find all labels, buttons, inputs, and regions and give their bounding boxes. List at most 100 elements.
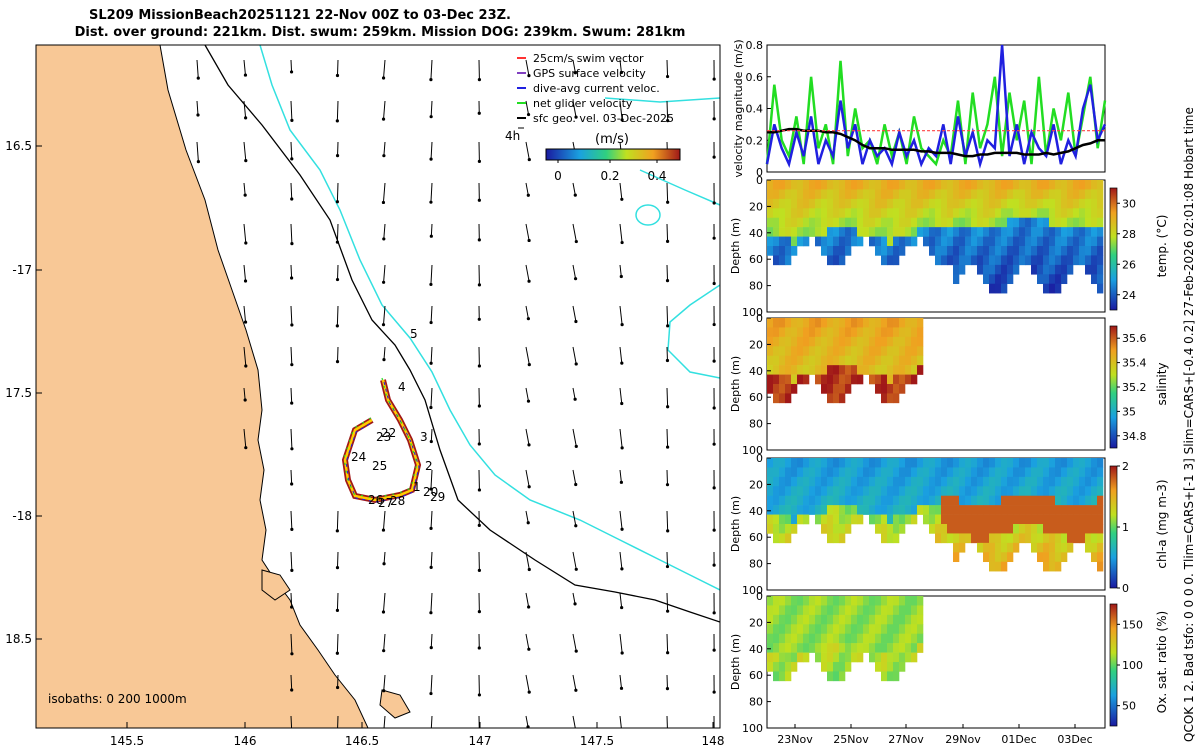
profile-cell <box>1073 476 1080 487</box>
profile-cell <box>815 605 822 616</box>
profile-cell <box>917 227 924 237</box>
profile-cell <box>785 514 792 525</box>
profile-cell <box>869 633 876 644</box>
profile-cell <box>803 374 810 385</box>
profile-cell <box>887 208 894 219</box>
profile-cell <box>809 596 816 606</box>
velocity-arrow-head <box>477 568 481 572</box>
map-y-tick-label: -18 <box>12 509 32 523</box>
velocity-arrow-head <box>527 363 531 367</box>
velocity-arrow-head <box>243 193 247 197</box>
profile-cell <box>947 189 954 200</box>
profile-cell <box>773 652 780 663</box>
profile-cell <box>887 662 894 672</box>
profile-cell <box>785 624 792 635</box>
profile-cell <box>875 208 882 219</box>
profile-cell <box>815 633 822 644</box>
map-x-tick-label: 147.5 <box>580 734 614 748</box>
profile-cell <box>887 236 894 247</box>
profile-cell <box>923 180 930 190</box>
velocity-arrow <box>619 264 622 277</box>
profile-cell <box>1079 217 1086 228</box>
profile-cell <box>1079 533 1086 544</box>
velocity-arrow-head <box>665 483 670 487</box>
profile-cell <box>803 346 810 357</box>
profile-cell <box>893 467 900 478</box>
colorbar-tick-label: 0 <box>554 169 562 183</box>
profile-cell <box>791 652 798 663</box>
profile-cell <box>1001 246 1008 256</box>
profile-cell <box>1067 227 1074 237</box>
profile-cell <box>851 374 858 385</box>
profile-cell <box>1073 505 1080 515</box>
profile-cell <box>965 255 972 266</box>
profile-cell <box>1067 505 1074 515</box>
profile-cell <box>779 467 786 478</box>
profile-cell <box>1007 236 1014 247</box>
profile-cell <box>1025 180 1032 190</box>
profile-cell <box>917 633 924 644</box>
profile-cell <box>791 605 798 616</box>
profile-cell <box>803 336 810 347</box>
profile-cell <box>845 180 852 190</box>
profile-cell <box>767 346 774 357</box>
profile-cell <box>1043 274 1050 285</box>
profile-cell <box>1007 505 1014 515</box>
profile-cell <box>779 633 786 644</box>
velocity-arrow-head <box>573 602 577 606</box>
profile-cell <box>1031 542 1038 553</box>
profile-cell <box>1055 217 1062 228</box>
profile-cell <box>887 486 894 497</box>
profile-cell <box>1019 476 1026 487</box>
profile-cell <box>995 208 1002 219</box>
profile-cell <box>869 327 876 338</box>
profile-cell <box>1019 486 1026 497</box>
velocity-arrow-head <box>477 610 481 614</box>
profile-cell <box>845 514 852 525</box>
profile-cell <box>881 236 888 247</box>
velocity-arrow <box>572 264 577 279</box>
velocity-arrow <box>430 510 433 529</box>
profile-cell <box>965 236 972 247</box>
profile-cell <box>1043 542 1050 553</box>
velocity-arrow <box>196 59 199 79</box>
profile-cell <box>1037 208 1044 219</box>
profile-cell <box>833 605 840 616</box>
profile-cell <box>821 476 828 487</box>
profile-cell <box>965 514 972 525</box>
profile-cell <box>881 208 888 219</box>
profile-cell <box>917 505 924 515</box>
profile-cell <box>959 495 966 506</box>
profile-cell <box>827 189 834 200</box>
profile-cell <box>911 605 918 616</box>
profile-cell <box>875 486 882 497</box>
profile-cell <box>887 336 894 347</box>
profile-cell <box>923 476 930 487</box>
profile-cell <box>905 467 912 478</box>
profile-cell <box>989 495 996 506</box>
profile-cell <box>827 505 834 515</box>
velocity-arrow-head <box>429 157 433 161</box>
profile-cell <box>839 318 846 328</box>
colorbar-tick-label: 30 <box>1122 197 1136 210</box>
velocity-arrow <box>619 346 623 364</box>
profile-cell <box>1091 476 1098 487</box>
profile-colorbar <box>1109 603 1118 727</box>
profile-cell <box>875 662 882 672</box>
profile-cell <box>851 467 858 478</box>
velocity-arrow-head <box>244 241 248 245</box>
profile-cell <box>839 384 846 394</box>
profile-cell <box>827 236 834 247</box>
profile-cell <box>1067 476 1074 487</box>
profile-cell <box>767 227 774 237</box>
velocity-arrow-head <box>620 446 624 450</box>
velocity-arrow-head <box>712 117 716 121</box>
profile-cell <box>851 514 858 525</box>
profile-cell <box>1091 467 1098 478</box>
profile-cell <box>875 365 882 375</box>
profile-cell <box>803 208 810 219</box>
profile-cell <box>845 189 852 200</box>
profile-cell <box>1091 514 1098 525</box>
profile-cell <box>821 467 828 478</box>
profile-cell <box>863 227 870 237</box>
